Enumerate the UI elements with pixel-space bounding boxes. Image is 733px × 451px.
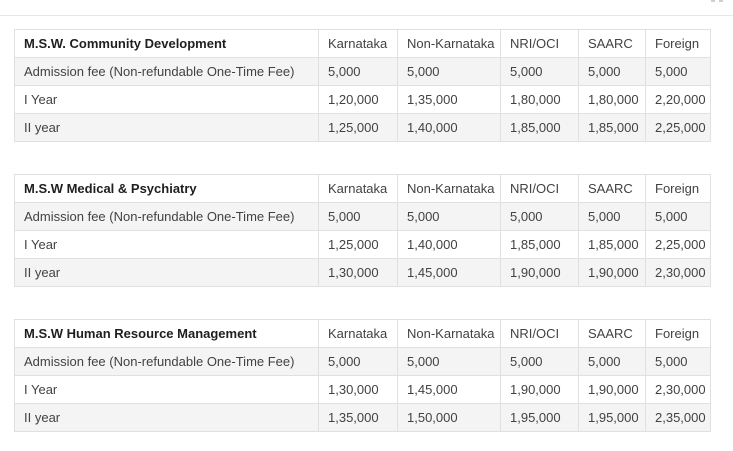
fee-cell: 1,85,000 <box>578 230 646 259</box>
fee-cell: 5,000 <box>645 202 711 231</box>
fee-table-human-resource-management: M.S.W Human Resource Management Karnatak… <box>14 319 711 432</box>
fee-table-medical-psychiatry: M.S.W Medical & Psychiatry Karnataka Non… <box>14 174 711 287</box>
fee-cell: 1,80,000 <box>500 85 579 114</box>
fee-cell: 5,000 <box>318 57 398 86</box>
column-header-saarc: SAARC <box>578 174 646 203</box>
table-header-row: M.S.W Medical & Psychiatry Karnataka Non… <box>14 174 711 203</box>
table-title: M.S.W Medical & Psychiatry <box>14 174 319 203</box>
column-header-saarc: SAARC <box>578 319 646 348</box>
column-header-nri-oci: NRI/OCI <box>500 174 579 203</box>
row-label: II year <box>14 258 319 287</box>
truncated-icon-fragment <box>711 0 715 2</box>
fee-cell: 1,85,000 <box>500 230 579 259</box>
fee-cell: 5,000 <box>500 202 579 231</box>
column-header-non-karnataka: Non-Karnataka <box>397 174 501 203</box>
table-row-year-1: I Year 1,25,000 1,40,000 1,85,000 1,85,0… <box>14 230 711 259</box>
column-header-karnataka: Karnataka <box>318 319 398 348</box>
fee-cell: 2,25,000 <box>645 230 711 259</box>
table-header-row: M.S.W Human Resource Management Karnatak… <box>14 319 711 348</box>
fee-cell: 5,000 <box>397 57 501 86</box>
row-label: I Year <box>14 85 319 114</box>
fee-cell: 5,000 <box>397 347 501 376</box>
column-header-nri-oci: NRI/OCI <box>500 29 579 58</box>
table-row-year-2: II year 1,25,000 1,40,000 1,85,000 1,85,… <box>14 113 711 142</box>
fee-cell: 1,35,000 <box>397 85 501 114</box>
fee-cell: 5,000 <box>397 202 501 231</box>
fee-table-community-development: M.S.W. Community Development Karnataka N… <box>14 29 711 142</box>
fee-cell: 1,25,000 <box>318 113 398 142</box>
fee-cell: 1,30,000 <box>318 375 398 404</box>
column-header-karnataka: Karnataka <box>318 174 398 203</box>
fee-cell: 5,000 <box>645 347 711 376</box>
fee-cell: 5,000 <box>578 57 646 86</box>
table-title: M.S.W. Community Development <box>14 29 319 58</box>
fee-cell: 1,90,000 <box>578 375 646 404</box>
table-header-row: M.S.W. Community Development Karnataka N… <box>14 29 711 58</box>
row-label: I Year <box>14 375 319 404</box>
table-row-admission-fee: Admission fee (Non-refundable One-Time F… <box>14 57 711 86</box>
column-header-nri-oci: NRI/OCI <box>500 319 579 348</box>
fee-cell: 2,20,000 <box>645 85 711 114</box>
fee-cell: 5,000 <box>318 202 398 231</box>
fee-cell: 1,40,000 <box>397 113 501 142</box>
fee-cell: 1,95,000 <box>578 403 646 432</box>
fee-cell: 5,000 <box>500 57 579 86</box>
column-header-non-karnataka: Non-Karnataka <box>397 29 501 58</box>
fee-cell: 5,000 <box>578 347 646 376</box>
table-row-year-2: II year 1,30,000 1,45,000 1,90,000 1,90,… <box>14 258 711 287</box>
fee-cell: 1,50,000 <box>397 403 501 432</box>
row-label: Admission fee (Non-refundable One-Time F… <box>14 57 319 86</box>
fee-cell: 5,000 <box>500 347 579 376</box>
fee-cell: 1,90,000 <box>500 375 579 404</box>
row-label: II year <box>14 403 319 432</box>
row-label: II year <box>14 113 319 142</box>
fee-cell: 2,30,000 <box>645 375 711 404</box>
table-row-admission-fee: Admission fee (Non-refundable One-Time F… <box>14 347 711 376</box>
fee-cell: 1,30,000 <box>318 258 398 287</box>
fee-cell: 2,35,000 <box>645 403 711 432</box>
fee-cell: 1,80,000 <box>578 85 646 114</box>
fee-cell: 1,25,000 <box>318 230 398 259</box>
table-row-year-2: II year 1,35,000 1,50,000 1,95,000 1,95,… <box>14 403 711 432</box>
fee-cell: 1,35,000 <box>318 403 398 432</box>
fee-cell: 5,000 <box>645 57 711 86</box>
column-header-foreign: Foreign <box>645 319 711 348</box>
column-header-karnataka: Karnataka <box>318 29 398 58</box>
table-row-year-1: I Year 1,30,000 1,45,000 1,90,000 1,90,0… <box>14 375 711 404</box>
fee-tables-section: M.S.W. Community Development Karnataka N… <box>14 29 711 432</box>
row-label: Admission fee (Non-refundable One-Time F… <box>14 202 319 231</box>
column-header-non-karnataka: Non-Karnataka <box>397 319 501 348</box>
fee-cell: 1,45,000 <box>397 375 501 404</box>
column-header-foreign: Foreign <box>645 29 711 58</box>
fee-cell: 1,45,000 <box>397 258 501 287</box>
fee-cell: 1,20,000 <box>318 85 398 114</box>
truncated-icon-fragment <box>719 0 723 2</box>
column-header-saarc: SAARC <box>578 29 646 58</box>
fee-cell: 2,30,000 <box>645 258 711 287</box>
table-row-year-1: I Year 1,20,000 1,35,000 1,80,000 1,80,0… <box>14 85 711 114</box>
fee-cell: 5,000 <box>318 347 398 376</box>
fee-cell: 1,95,000 <box>500 403 579 432</box>
fee-cell: 1,40,000 <box>397 230 501 259</box>
fee-cell: 1,85,000 <box>500 113 579 142</box>
row-label: I Year <box>14 230 319 259</box>
fee-cell: 1,90,000 <box>578 258 646 287</box>
table-title: M.S.W Human Resource Management <box>14 319 319 348</box>
fee-cell: 2,25,000 <box>645 113 711 142</box>
fee-cell: 1,90,000 <box>500 258 579 287</box>
column-header-foreign: Foreign <box>645 174 711 203</box>
fee-cell: 1,85,000 <box>578 113 646 142</box>
horizontal-divider <box>0 15 733 16</box>
fee-cell: 5,000 <box>578 202 646 231</box>
row-label: Admission fee (Non-refundable One-Time F… <box>14 347 319 376</box>
table-row-admission-fee: Admission fee (Non-refundable One-Time F… <box>14 202 711 231</box>
